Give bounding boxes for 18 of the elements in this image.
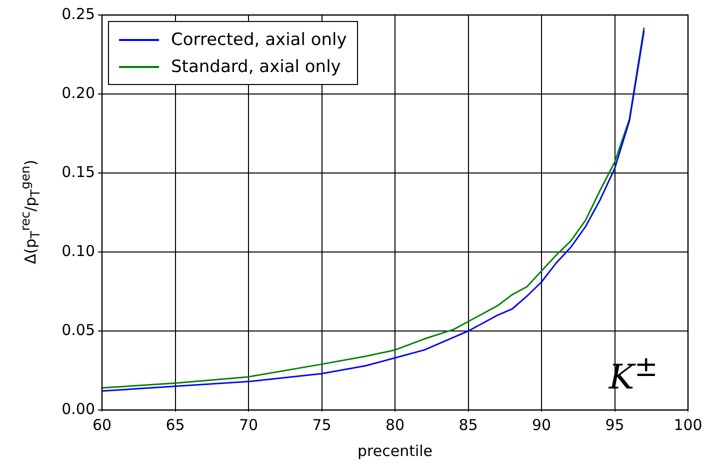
x-tick-label: 100 [674,416,702,434]
x-tick-label: 65 [166,416,185,434]
x-tick-label: 75 [312,416,332,434]
x-tick-label: 95 [605,416,624,434]
x-tick-label: 80 [385,416,405,434]
y-tick-label: 0.20 [62,84,95,102]
x-tick-label: 85 [458,416,478,434]
x-tick-label: 70 [238,416,258,434]
x-tick-label: 90 [532,416,552,434]
legend-label: Corrected, axial only [171,30,347,50]
y-tick-label: 0.05 [62,320,95,339]
y-tick-label: 0.10 [62,242,95,260]
y-tick-label: 0.25 [62,4,95,23]
y-tick-label: 0.15 [62,162,95,181]
y-tick-label: 0.00 [62,400,95,418]
legend-label: Standard, axial only [171,56,341,76]
x-axis-title: precentile [357,442,433,460]
x-tick-label: 60 [92,416,112,434]
